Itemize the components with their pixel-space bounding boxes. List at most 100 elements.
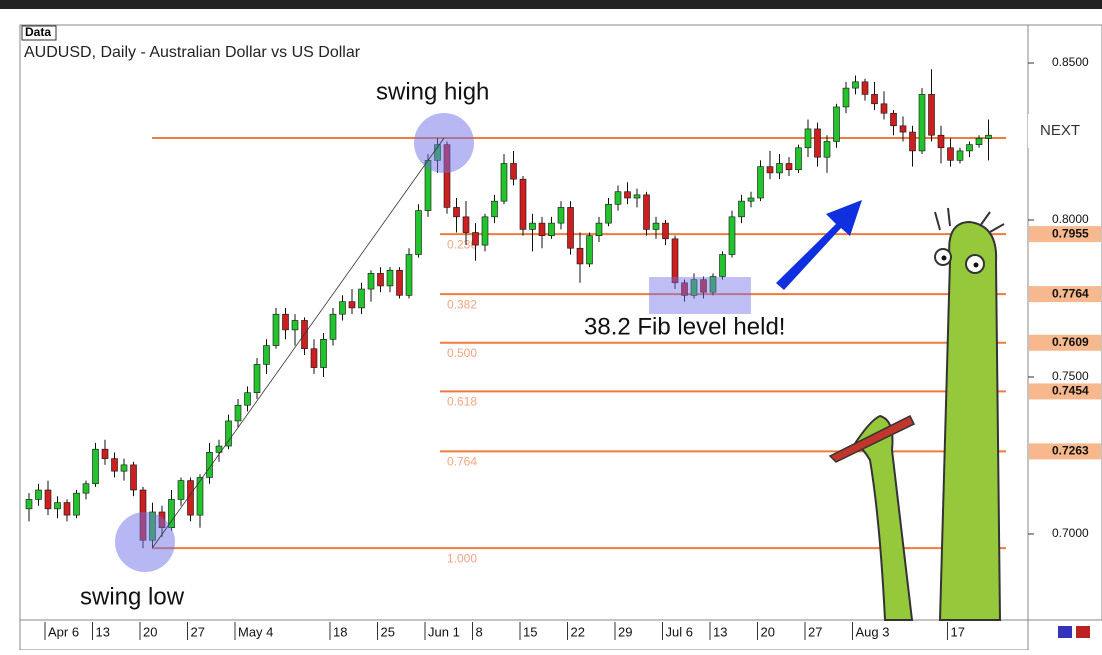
candle-body <box>739 201 745 217</box>
x-tick-label: 25 <box>381 624 395 639</box>
y-tick-label: 0.7500 <box>1052 369 1089 383</box>
candle-body <box>55 503 61 509</box>
x-tick-label: 17 <box>951 624 965 639</box>
candle-body <box>340 302 346 315</box>
candle-body <box>530 223 536 229</box>
candle-body <box>720 255 726 277</box>
x-tick-label: 27 <box>191 624 205 639</box>
x-tick-label: Apr 6 <box>48 624 79 639</box>
candle-body <box>463 217 469 233</box>
badge: Data <box>25 25 51 39</box>
price-tag-label: 0.7764 <box>1052 286 1089 300</box>
candle-body <box>492 201 498 217</box>
candle-body <box>625 192 631 198</box>
candle-body <box>387 270 393 286</box>
candle-body <box>283 314 289 330</box>
scroll-button[interactable] <box>1076 626 1090 638</box>
candle-body <box>349 302 355 308</box>
candle-body <box>292 320 298 329</box>
candle-body <box>862 82 868 95</box>
next-label[interactable]: NEXT <box>1040 122 1080 139</box>
candle-body <box>539 223 545 236</box>
candle-body <box>672 239 678 283</box>
candle-body <box>938 135 944 148</box>
candle-body <box>83 484 89 493</box>
candle-body <box>881 104 887 113</box>
fib-label: 0.618 <box>447 395 477 409</box>
candle-body <box>653 223 659 229</box>
swing-high-marker <box>414 113 474 173</box>
x-tick-label: May 4 <box>238 624 273 639</box>
candle-body <box>805 129 811 148</box>
candle-body <box>93 449 99 484</box>
candle-body <box>891 113 897 126</box>
candle-body <box>568 207 574 248</box>
candle-body <box>758 167 764 198</box>
candle-body <box>406 255 412 296</box>
y-tick-label: 0.7000 <box>1052 526 1089 540</box>
candle-body <box>957 151 963 160</box>
candle-body <box>416 211 422 255</box>
candle-body <box>368 273 374 289</box>
candle-body <box>976 138 982 144</box>
x-tick-label: 22 <box>571 624 585 639</box>
candle-body <box>226 421 232 446</box>
scroll-button[interactable] <box>1058 626 1072 638</box>
candle-body <box>131 465 137 490</box>
candle-body <box>558 207 564 223</box>
candle-body <box>264 346 270 365</box>
swing-low-marker <box>115 512 175 572</box>
candle-body <box>796 148 802 170</box>
candle-body <box>330 314 336 339</box>
candle-body <box>36 490 42 499</box>
cartoon-pupil <box>942 256 947 261</box>
candle-body <box>748 198 754 201</box>
candle-body <box>729 217 735 255</box>
fib-label: 0.382 <box>447 297 477 311</box>
x-tick-label: 27 <box>808 624 822 639</box>
x-tick-label: 13 <box>713 624 727 639</box>
candle-body <box>615 192 621 205</box>
candle-body <box>910 132 916 151</box>
candle-body <box>245 393 251 406</box>
candle-body <box>45 490 51 509</box>
candle-body <box>511 163 517 179</box>
cartoon-pupil <box>974 263 979 268</box>
candle-body <box>986 135 992 138</box>
fib-label: 0.500 <box>447 346 477 360</box>
candle-body <box>359 289 365 308</box>
candle-body <box>74 493 80 515</box>
candle-body <box>634 195 640 198</box>
candle-body <box>26 499 32 508</box>
candle-body <box>853 82 859 88</box>
candle-body <box>520 179 526 229</box>
candle-body <box>121 465 127 471</box>
x-tick-label: 18 <box>333 624 347 639</box>
price-tag-label: 0.7955 <box>1052 226 1089 240</box>
candle-body <box>663 223 669 239</box>
candle-body <box>777 163 783 172</box>
x-tick-label: 20 <box>143 624 157 639</box>
top-bar <box>0 0 1102 9</box>
candle-body <box>397 270 403 295</box>
candle-body <box>872 94 878 103</box>
candle-body <box>948 148 954 161</box>
candle-body <box>843 88 849 107</box>
y-tick-label: 0.8000 <box>1052 212 1089 226</box>
y-tick-label: 0.8500 <box>1052 55 1089 69</box>
candle-body <box>824 141 830 157</box>
candle-body <box>102 449 108 458</box>
candle-body <box>900 126 906 132</box>
cartoon-body <box>940 222 1000 620</box>
candle-body <box>454 207 460 216</box>
x-tick-label: Aug 3 <box>856 624 890 639</box>
price-tag-label: 0.7454 <box>1052 384 1089 398</box>
candle-body <box>596 223 602 236</box>
candle-body <box>606 204 612 223</box>
candle-body <box>501 163 507 201</box>
fib-label: 0.764 <box>447 455 477 469</box>
candle-body <box>321 339 327 367</box>
x-tick-label: 29 <box>618 624 632 639</box>
candle-body <box>112 459 118 472</box>
chart-title: AUDUSD, Daily - Australian Dollar vs US … <box>24 44 361 61</box>
